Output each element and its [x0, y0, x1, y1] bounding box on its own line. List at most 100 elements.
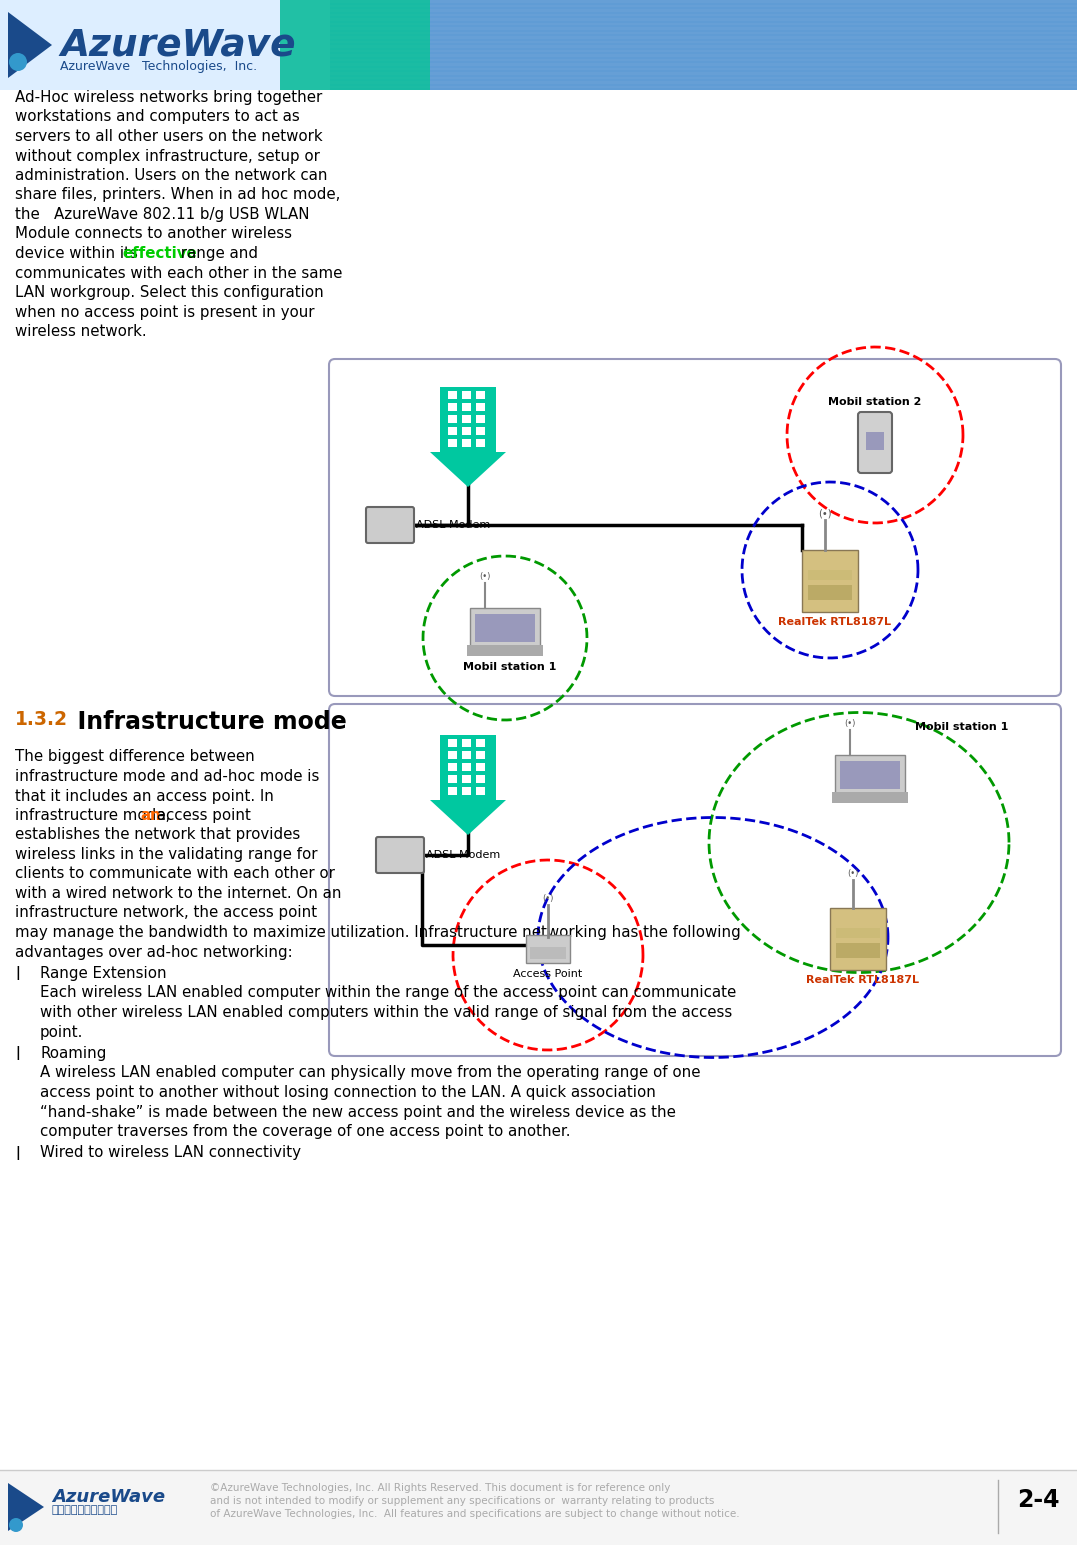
Text: of AzureWave Technologies, Inc.  All features and specifications are subject to : of AzureWave Technologies, Inc. All feat… [210, 1509, 740, 1519]
Text: when no access point is present in your: when no access point is present in your [15, 304, 314, 320]
Text: Range Extension: Range Extension [40, 966, 167, 981]
Bar [530, 947, 567, 959]
Text: and is not intended to modify or supplement any specifications or  warranty rela: and is not intended to modify or supplem… [210, 1496, 714, 1506]
Bar [448, 776, 457, 783]
Bar [448, 426, 457, 436]
Text: access point to another without losing connection to the LAN. A quick associatio: access point to another without losing c… [40, 1085, 656, 1100]
Bar [0, 70, 1077, 73]
Text: Wired to wireless LAN connectivity: Wired to wireless LAN connectivity [40, 1145, 300, 1160]
Bar [0, 39, 1077, 40]
Bar [430, 0, 1077, 90]
Text: Roaming: Roaming [40, 1046, 107, 1061]
Text: Module connects to another wireless: Module connects to another wireless [15, 227, 292, 241]
Text: that it includes an access point. In: that it includes an access point. In [15, 788, 274, 803]
Text: RealTek RTL8187L: RealTek RTL8187L [807, 975, 920, 986]
Bar [476, 776, 485, 783]
Text: LAN workgroup. Select this configuration: LAN workgroup. Select this configuration [15, 284, 324, 300]
Bar [808, 586, 852, 599]
Text: AzureWave   Technologies,  Inc.: AzureWave Technologies, Inc. [60, 60, 257, 73]
Text: (•): (•) [819, 508, 831, 518]
Bar [833, 793, 908, 803]
Bar [448, 439, 457, 447]
Text: range and: range and [176, 246, 257, 261]
Text: point.: point. [40, 1024, 83, 1040]
Bar [280, 0, 430, 90]
Bar [0, 11, 1077, 14]
Bar [476, 391, 485, 399]
Text: with other wireless LAN enabled computers within the valid range of signal from : with other wireless LAN enabled computer… [40, 1004, 732, 1020]
Text: computer traverses from the coverage of one access point to another.: computer traverses from the coverage of … [40, 1125, 571, 1139]
Bar [0, 3, 1077, 5]
Bar [462, 786, 471, 796]
Bar [0, 79, 1077, 80]
Bar [866, 433, 884, 450]
Bar [440, 386, 496, 453]
Text: wireless links in the validating range for: wireless links in the validating range f… [15, 847, 318, 862]
Circle shape [9, 1519, 23, 1533]
Text: the   AzureWave 802.11 b/g USB WLAN: the AzureWave 802.11 b/g USB WLAN [15, 207, 309, 222]
Bar [0, 0, 330, 90]
Text: device within its: device within its [15, 246, 142, 261]
Bar [462, 739, 471, 746]
Bar [462, 751, 471, 759]
Bar [830, 908, 886, 970]
Bar [0, 60, 1077, 63]
Text: may manage the bandwidth to maximize utilization. Infrastructure networking has : may manage the bandwidth to maximize uti… [15, 925, 741, 939]
Text: AzureWave: AzureWave [52, 1488, 165, 1506]
Bar [840, 762, 900, 789]
Text: Mobil station 1: Mobil station 1 [463, 661, 557, 672]
Text: RealTek RTL8187L: RealTek RTL8187L [779, 616, 892, 627]
Bar [0, 74, 1077, 77]
Bar [476, 786, 485, 796]
Text: communicates with each other in the same: communicates with each other in the same [15, 266, 342, 281]
Bar [808, 570, 852, 579]
Text: with a wired network to the internet. On an: with a wired network to the internet. On… [15, 885, 341, 901]
Bar [0, 83, 1077, 85]
Bar [526, 935, 570, 963]
Bar [476, 426, 485, 436]
Text: ADSL Modem: ADSL Modem [426, 850, 500, 861]
FancyBboxPatch shape [376, 837, 424, 873]
Bar [448, 786, 457, 796]
Text: establishes the network that provides: establishes the network that provides [15, 828, 300, 842]
Text: infrastructure mode,: infrastructure mode, [15, 808, 174, 823]
Polygon shape [430, 453, 506, 487]
Bar [0, 15, 1077, 19]
Bar [440, 735, 496, 800]
Bar [0, 8, 1077, 9]
FancyBboxPatch shape [328, 705, 1061, 1055]
Text: share files, printers. When in ad hoc mode,: share files, printers. When in ad hoc mo… [15, 187, 340, 202]
Bar [448, 763, 457, 771]
Text: infrastructure network, the access point: infrastructure network, the access point [15, 905, 317, 921]
FancyBboxPatch shape [858, 413, 892, 473]
Bar [0, 25, 1077, 26]
Text: 2-4: 2-4 [1017, 1488, 1060, 1513]
Text: Mobil station 1: Mobil station 1 [915, 722, 1008, 732]
Bar [470, 609, 540, 646]
Bar [462, 403, 471, 411]
Bar [476, 763, 485, 771]
FancyBboxPatch shape [328, 358, 1061, 695]
Bar [802, 550, 858, 612]
Text: (•): (•) [543, 895, 554, 902]
Text: Each wireless LAN enabled computer within the range of the access point can comm: Each wireless LAN enabled computer withi… [40, 986, 737, 1001]
Bar [476, 403, 485, 411]
Polygon shape [8, 1483, 44, 1531]
Bar [476, 751, 485, 759]
Bar [0, 20, 1077, 23]
Text: Mobil station 2: Mobil station 2 [828, 397, 922, 406]
Text: Access Point: Access Point [514, 969, 583, 980]
Bar [476, 739, 485, 746]
Text: l: l [15, 1046, 19, 1065]
Text: administration. Users on the network can: administration. Users on the network can [15, 168, 327, 182]
Text: ADSL Modem: ADSL Modem [416, 521, 490, 530]
Bar [448, 391, 457, 399]
Bar [0, 65, 1077, 68]
Bar [467, 644, 543, 657]
Bar [0, 43, 1077, 45]
Bar [462, 439, 471, 447]
Bar [0, 34, 1077, 36]
Bar [462, 391, 471, 399]
Bar [462, 776, 471, 783]
Text: clients to communicate with each other or: clients to communicate with each other o… [15, 867, 335, 882]
